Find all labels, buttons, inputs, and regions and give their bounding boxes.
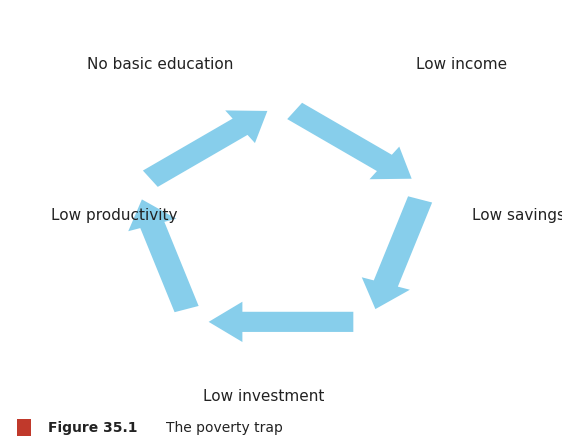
- FancyBboxPatch shape: [17, 419, 31, 436]
- Polygon shape: [128, 199, 198, 312]
- Text: Low income: Low income: [416, 57, 507, 73]
- Text: Low investment: Low investment: [203, 389, 325, 404]
- Text: The poverty trap: The poverty trap: [166, 421, 283, 435]
- Text: No basic education: No basic education: [87, 57, 233, 73]
- Text: Low productivity: Low productivity: [51, 207, 177, 223]
- Text: Low savings: Low savings: [472, 207, 562, 223]
- Polygon shape: [287, 103, 412, 179]
- Polygon shape: [362, 196, 432, 309]
- Polygon shape: [209, 302, 353, 342]
- Text: Figure 35.1: Figure 35.1: [48, 421, 137, 435]
- Polygon shape: [143, 110, 268, 187]
